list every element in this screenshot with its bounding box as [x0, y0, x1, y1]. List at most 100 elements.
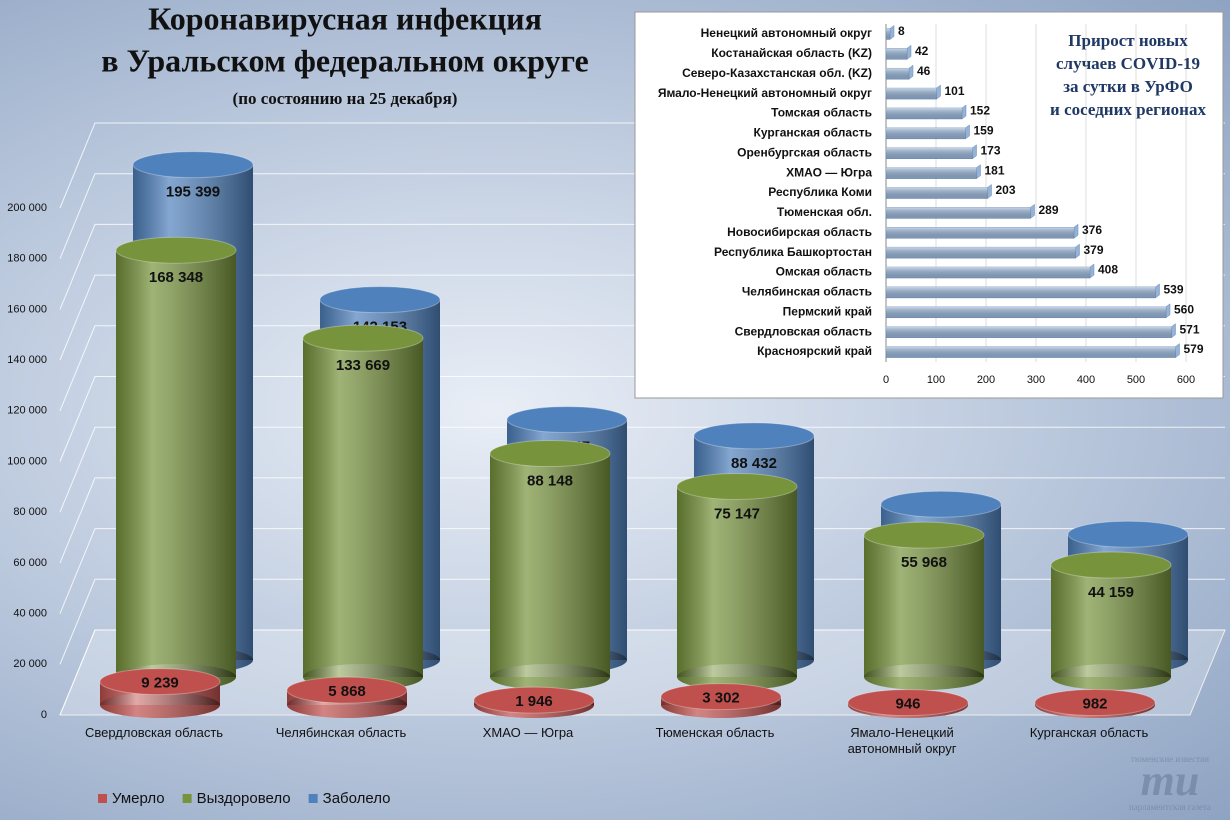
bar-shade	[886, 107, 962, 119]
cylinder-top	[1050, 551, 1172, 579]
value-label: 571	[1180, 322, 1200, 336]
y-tick-label: Свердловская область	[735, 324, 872, 338]
value-label: 152	[970, 104, 990, 118]
x-tick-label: 0	[883, 374, 889, 386]
y-tick-label: Челябинская область	[742, 285, 872, 299]
bar	[885, 343, 1180, 359]
value-label: 133 669	[336, 357, 390, 374]
value-label: 560	[1174, 302, 1194, 316]
inset-title: случаев COVID-19	[1056, 54, 1200, 73]
inset-title: за сутки в УрФО	[1063, 77, 1193, 96]
inset-plot: 0 100 200 300 400 500 600 Ненецкий автономный о…	[658, 24, 1206, 386]
y-tick-label: 80 000	[13, 506, 47, 518]
x-tick-label: Челябинская область	[275, 725, 407, 740]
bar-shade	[886, 306, 1166, 318]
value-label: 946	[895, 696, 920, 713]
value-label: 168 348	[149, 269, 203, 286]
value-label: 579	[1184, 342, 1204, 356]
watermark: тюменские известия ти парламентская газе…	[1129, 754, 1211, 812]
cylinder-top	[1034, 689, 1156, 717]
cylinder-top	[99, 668, 221, 696]
watermark-top: тюменские известия	[1131, 754, 1209, 764]
cylinder-body-shade	[1051, 565, 1171, 677]
title-line: Коронавирусная инфекция	[148, 0, 542, 36]
y-tick-label: 140 000	[7, 354, 47, 366]
y-tick-label: Новосибирская область	[727, 225, 872, 239]
x-tick-label: 400	[1077, 374, 1095, 386]
grid-line	[59, 629, 1225, 716]
x-tick-label: 300	[1027, 374, 1045, 386]
value-label: 376	[1082, 223, 1102, 237]
value-label: 88 148	[527, 473, 573, 490]
bar	[885, 263, 1095, 279]
cylinder-top	[1067, 520, 1189, 548]
y-tick-label: Омская область	[776, 265, 872, 279]
subtitle: (по состоянию на 25 декабря)	[233, 89, 458, 108]
cylinder-top	[660, 683, 782, 711]
bar	[885, 323, 1176, 339]
y-tick-label: 40 000	[13, 608, 47, 620]
bar-shade	[886, 227, 1074, 239]
cylinder-body-shade	[490, 453, 610, 677]
grid-line	[59, 477, 1225, 564]
cylinder	[302, 324, 424, 690]
value-label: 289	[1039, 203, 1059, 217]
bar-shade	[886, 346, 1176, 358]
cylinder-top	[693, 422, 815, 450]
y-tick-label: Республика Коми	[768, 185, 872, 199]
bar-shade	[886, 267, 1090, 279]
cylinder-top	[286, 676, 408, 704]
y-tick-label: 200 000	[7, 202, 47, 214]
value-label: 982	[1082, 695, 1107, 712]
y-tick-label: Северо-Казахстанская обл. (KZ)	[682, 66, 872, 80]
bar-shade	[886, 68, 909, 80]
cylinder-top	[676, 473, 798, 501]
value-label: 379	[1084, 243, 1104, 257]
value-label: 8	[898, 24, 905, 38]
bar	[885, 303, 1171, 319]
bar-shade	[886, 28, 890, 40]
cylinder-top	[302, 324, 424, 352]
y-tick-label: 0	[41, 709, 47, 721]
cylinder	[1050, 551, 1172, 690]
main-title: Коронавирусная инфекция в Уральском феде…	[101, 0, 589, 108]
bar	[885, 104, 967, 120]
value-label: 75 147	[714, 505, 760, 522]
cylinder-top	[863, 521, 985, 549]
value-label: 3 302	[702, 690, 740, 707]
legend-label: Выздоровело	[197, 790, 291, 807]
value-label: 203	[996, 183, 1016, 197]
cylinder-body-shade	[303, 338, 423, 677]
y-tick-label: Курганская область	[754, 126, 872, 140]
y-tick-label: 60 000	[13, 557, 47, 569]
value-label: 195 399	[166, 184, 220, 201]
legend-label: Умерло	[112, 790, 165, 807]
cylinder-body-shade	[864, 535, 984, 677]
cylinder	[489, 440, 611, 690]
value-label: 5 868	[328, 683, 366, 700]
bar	[885, 164, 981, 180]
y-tick-label: 180 000	[7, 253, 47, 265]
watermark-bottom: парламентская газета	[1129, 802, 1211, 812]
y-tick-label: 100 000	[7, 455, 47, 467]
bar-shade	[886, 286, 1156, 298]
cylinder-top	[473, 686, 595, 714]
x-tick-label: Тюменская область	[655, 725, 775, 740]
y-tick-label: Костанайская область (KZ)	[711, 46, 872, 60]
bar-shade	[886, 88, 937, 100]
bar-shade	[886, 326, 1172, 338]
bar	[885, 44, 912, 60]
y-tick-label: Красноярский край	[757, 344, 872, 358]
y-tick-label: Республика Башкортостан	[714, 245, 872, 259]
bar-shade	[886, 147, 973, 159]
main-plot: 0 20 000 40 000 60 000 80 000 100 000 120 000 1…	[7, 122, 1226, 807]
value-label: 159	[974, 124, 994, 138]
grid-line	[59, 578, 1225, 665]
cylinder-top	[506, 406, 628, 434]
value-label: 55 968	[901, 554, 947, 571]
cylinder-body-shade	[116, 250, 236, 677]
x-tick-label: ХМАО — Югра	[482, 725, 574, 740]
y-tick-label: Ненецкий автономный округ	[701, 26, 872, 40]
